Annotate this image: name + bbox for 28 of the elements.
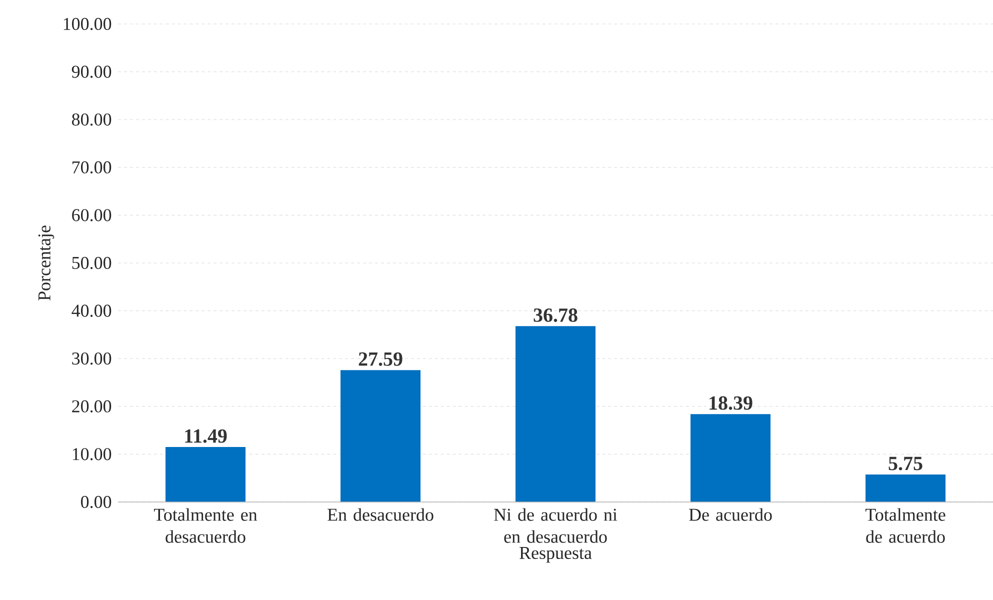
x-tick-label: En desacuerdo bbox=[328, 508, 434, 521]
x-tick-label: Totalmente de acuerdo bbox=[865, 508, 946, 543]
y-axis-title: Porcentaje bbox=[38, 226, 54, 300]
data-label: 11.49 bbox=[185, 429, 227, 443]
y-tick-label: 90.00 bbox=[72, 66, 112, 78]
y-tick-label: 30.00 bbox=[72, 352, 112, 365]
y-tick-label: 0.00 bbox=[81, 496, 112, 508]
bar bbox=[166, 447, 246, 502]
data-label: 36.78 bbox=[534, 308, 578, 322]
y-tick-label: 10.00 bbox=[72, 448, 112, 460]
y-tick-label: 20.00 bbox=[72, 400, 112, 412]
y-tick-label: 60.00 bbox=[72, 209, 112, 222]
y-tick-label: 100.00 bbox=[64, 18, 112, 30]
x-tick-label: Totalmente en desacuerdo bbox=[154, 508, 258, 543]
data-label: 18.39 bbox=[710, 396, 752, 410]
y-tick-label: 40.00 bbox=[72, 304, 112, 317]
data-label: 5.75 bbox=[888, 456, 922, 470]
x-axis-title: Respuesta bbox=[520, 547, 592, 563]
bar bbox=[340, 370, 421, 502]
bar bbox=[866, 474, 946, 502]
x-tick-label: Ni de acuerdo ni en desacuerdo bbox=[494, 508, 618, 543]
data-label: 27.59 bbox=[358, 352, 402, 366]
y-tick-label: 80.00 bbox=[72, 113, 112, 126]
y-tick-label: 70.00 bbox=[72, 161, 112, 174]
bar bbox=[690, 414, 771, 502]
y-tick-label: 50.00 bbox=[72, 256, 112, 270]
bar bbox=[516, 326, 596, 502]
x-tick-label: De acuerdo bbox=[689, 508, 772, 521]
